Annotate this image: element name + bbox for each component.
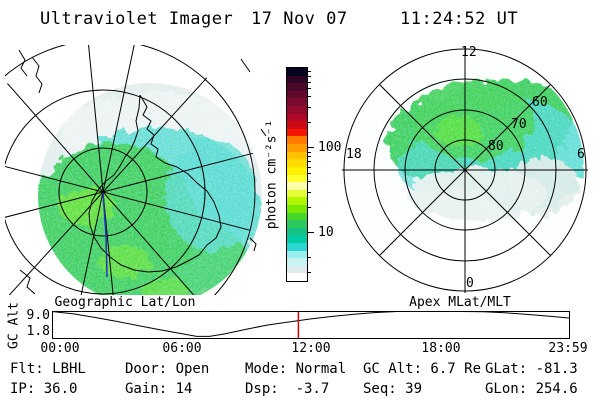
colorbar-band <box>287 144 307 152</box>
status-flt: Flt: LBHL <box>10 361 86 377</box>
geo-emission-blob <box>38 83 262 295</box>
colorbar-band <box>287 220 307 228</box>
colorbar-band <box>287 212 307 221</box>
status-seq: Seq: 39 <box>363 381 423 397</box>
colorbar-minor-tick <box>307 106 311 108</box>
status-gain: Gain: 14 <box>125 381 193 397</box>
apex-panel-title: Apex MLat/MLT <box>409 295 511 310</box>
colorbar-minor-tick <box>307 76 311 78</box>
gcalt-axis-label: GC Alt <box>6 302 22 349</box>
colorbar-minor-tick <box>307 173 311 175</box>
status-gcalt: GC Alt: 6.7 Re <box>363 361 482 377</box>
colorbar-band <box>287 159 307 167</box>
colorbar-axis-label: photon cm⁻²s⁻¹ <box>264 119 280 230</box>
colorbar-band <box>287 151 307 160</box>
colorbar-band <box>287 106 307 114</box>
time-tick-0000: 00:00 <box>40 341 80 356</box>
colorbar-band <box>287 174 307 183</box>
colorbar-minor-tick <box>307 88 311 90</box>
colorbar-minor-tick <box>307 191 311 193</box>
geo-graticule <box>5 45 256 295</box>
gcalt-curve <box>52 311 570 337</box>
colorbar-band <box>287 243 307 251</box>
mlat-ring-label-70: 70 <box>511 117 527 132</box>
colorbar-band <box>287 113 307 122</box>
colorbar-tick-label-10: 10 <box>318 225 334 240</box>
apex-grid <box>342 47 588 293</box>
status-mode: Mode: Normal <box>245 361 347 377</box>
colorbar-tick-label-100: 100 <box>318 140 342 155</box>
mlt-label-6: 6 <box>577 147 585 162</box>
colorbar-minor-tick <box>307 257 311 259</box>
colorbar-minor-tick <box>307 166 311 168</box>
gcalt-plot-frame <box>52 311 570 339</box>
spacecraft-track-line <box>102 192 108 278</box>
colorbar-minor-tick <box>307 96 311 98</box>
colorbar-band <box>287 98 307 107</box>
colorbar-minor-tick <box>307 81 311 83</box>
time-tick-1200: 12:00 <box>291 341 331 356</box>
colorbar <box>286 67 308 282</box>
colorbar-minor-tick <box>307 156 311 158</box>
colorbar-minor-tick <box>307 152 311 153</box>
colorbar-minor-tick <box>307 161 311 163</box>
colorbar-major-tick <box>307 147 314 148</box>
colorbar-band <box>287 197 307 205</box>
colorbar-major-tick <box>307 232 314 233</box>
colorbar-minor-tick <box>307 121 311 123</box>
colorbar-band <box>287 136 307 145</box>
colorbar-ticks <box>307 0 317 400</box>
colorbar-band <box>287 83 307 91</box>
colorbar-band <box>287 265 307 274</box>
colorbar-band <box>287 128 307 137</box>
colorbar-minor-tick <box>307 206 311 208</box>
status-glat: GLat: -81.3 <box>485 361 578 377</box>
mlt-label-12: 12 <box>461 45 477 60</box>
geo-panel-title: Geographic Lat/Lon <box>54 295 196 310</box>
colorbar-minor-tick <box>307 272 311 274</box>
colorbar-band <box>287 121 307 129</box>
status-glon: GLon: 254.6 <box>485 381 578 397</box>
geo-map-svg <box>5 45 267 295</box>
status-dsp: Dsp: -3.7 <box>245 381 330 397</box>
time-tick-1800: 18:00 <box>421 341 461 356</box>
colorbar-band <box>287 75 307 84</box>
gcalt-plot-svg <box>52 311 570 339</box>
gcalt-tick-hi: 9.0 <box>26 308 50 323</box>
antarctica-coastline <box>18 49 267 295</box>
gcalt-tick-lo: 1.8 <box>26 324 50 339</box>
colorbar-minor-tick <box>307 181 311 183</box>
colorbar-band <box>287 189 307 198</box>
colorbar-band <box>287 204 307 213</box>
header-time: 11:24:52 UT <box>400 9 519 29</box>
colorbar-band <box>287 235 307 244</box>
colorbar-band <box>287 258 307 266</box>
colorbar-band <box>287 273 307 282</box>
colorbar-band <box>287 250 307 259</box>
colorbar-band <box>287 227 307 236</box>
mlat-ring-label-60: 60 <box>532 95 548 110</box>
mlat-ring-label-80: 80 <box>488 139 504 154</box>
header-date: 17 Nov 07 <box>251 9 348 29</box>
mlt-label-18: 18 <box>346 147 362 162</box>
apex-polar-svg <box>342 47 588 293</box>
time-tick-0600: 06:00 <box>162 341 202 356</box>
time-tick-2359: 23:59 <box>548 341 588 356</box>
mlt-label-0: 0 <box>466 276 474 291</box>
colorbar-band <box>287 68 307 76</box>
page-title: Ultraviolet Imager <box>40 9 234 29</box>
colorbar-band <box>287 90 307 99</box>
colorbar-band <box>287 182 307 190</box>
colorbar-minor-tick <box>307 71 311 73</box>
colorbar-band <box>287 166 307 175</box>
status-ip: IP: 36.0 <box>10 381 78 397</box>
status-door: Door: Open <box>125 361 210 377</box>
